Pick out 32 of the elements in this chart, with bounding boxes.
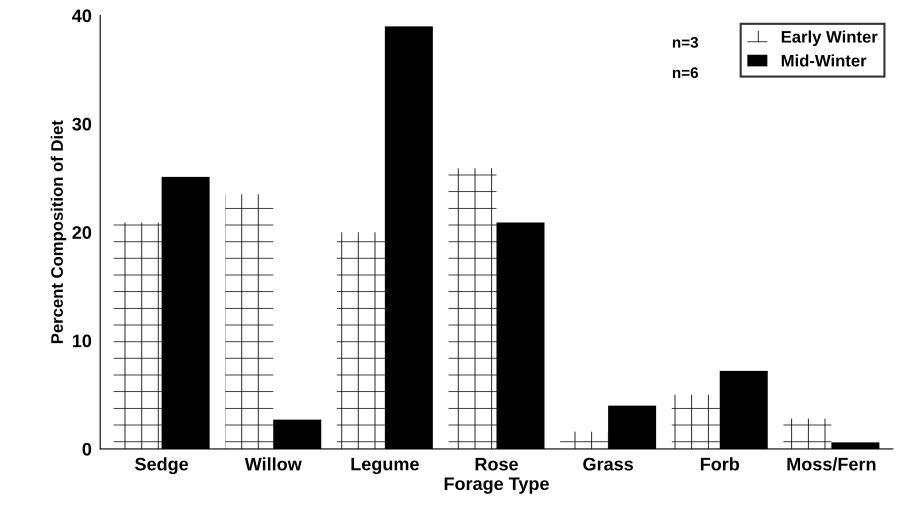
annotation: n=3 [672,36,698,48]
bar [162,176,210,449]
bar [496,222,544,449]
x-tick-label: Sedge [135,457,188,474]
legend-label: Mid-Winter [782,54,866,67]
x-tick-label: Willow [244,457,302,471]
y-axis-title: Percent Composition of Diet [50,120,66,344]
x-tick-label: Forb [700,457,740,471]
x-axis-title: Forage Type [444,478,549,494]
bar [831,442,880,449]
y-tick-label: 40 [72,9,92,22]
bar [560,432,608,449]
legend-label: Early Winter [782,30,878,46]
bar [783,418,832,449]
y-tick-label: 0 [82,442,92,456]
bar [384,26,433,449]
bar [448,168,496,449]
annotation: n=6 [672,67,698,78]
x-tick-label: Moss/Fern [787,457,876,471]
bar [720,370,768,449]
y-tick-label: 20 [72,226,92,239]
bar [336,232,385,449]
y-tick-label: 10 [72,334,92,348]
bar [225,194,274,449]
x-tick-label: Legume [351,458,419,474]
bar [608,406,656,449]
y-tick-label: 30 [72,118,92,131]
bar [114,222,162,449]
x-tick-label: Grass [583,458,633,471]
bar [672,394,720,449]
bar [273,420,322,449]
x-tick-label: Rose [476,458,518,471]
